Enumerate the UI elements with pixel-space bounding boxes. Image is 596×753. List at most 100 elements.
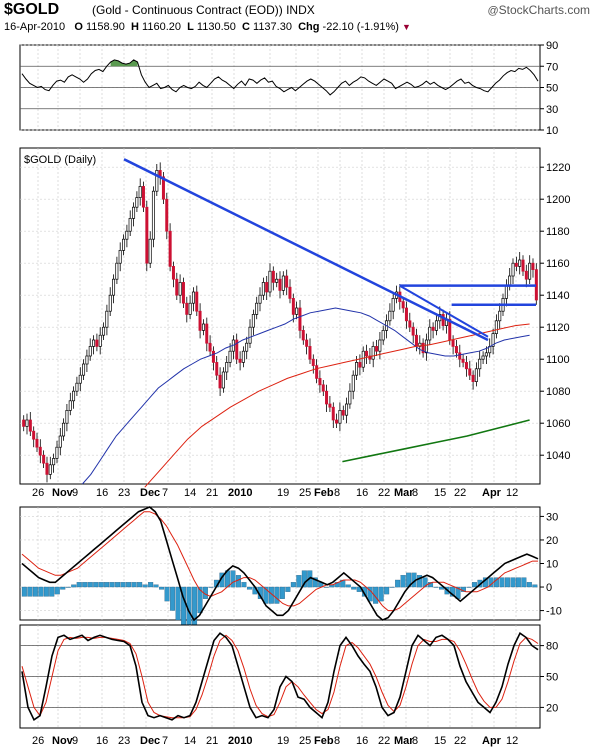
stochastic-x-label-16: Mar [394,735,414,747]
candle-body-22 [95,339,99,347]
candle-body-16 [75,382,79,392]
candle-body-90 [321,384,325,392]
macd-histogram-bar-60 [351,586,357,590]
price-x-label-20: Apr [482,487,502,499]
candle-body-5 [38,446,42,456]
low-value: 1130.50 [196,21,236,33]
macd-histogram-bar-17 [115,582,121,588]
macd-axis-tick-label-2: 10 [546,559,558,571]
macd-line [21,506,539,622]
candle-body-15 [72,390,76,402]
candle-body-111 [391,298,395,312]
macd-histogram-bar-64 [373,586,379,604]
candle-body-6 [42,454,46,464]
candle-body-81 [291,298,295,315]
quote-line: 16-Apr-2010 O 1158.90 H 1160.20 L 1130.5… [4,21,411,33]
candle-body-42 [161,176,165,200]
rsi-axis-tick-label-4: 10 [546,125,558,137]
stochastic-x-label-15: 22 [378,735,390,747]
candle-body-50 [188,302,192,315]
candle-body-137 [478,358,482,370]
candle-body-2 [28,419,32,432]
candle-body-93 [331,406,335,421]
candle-body-74 [268,270,272,293]
candle-body-110 [388,310,392,322]
macd-histogram-bar-93 [532,584,538,588]
candle-body-83 [298,307,302,331]
candle-body-96 [341,410,345,416]
price-x-label-10: 19 [277,487,289,499]
macd-histogram-bar-89 [510,577,516,588]
candle-body-59 [218,374,222,389]
open-value: 1158.90 [85,21,125,33]
macd-histogram-bar-44 [263,586,269,604]
rsi-line [21,59,539,96]
macd-histogram-bar-50 [296,575,302,588]
symbol-description: (Gold - Continuous Contract (EOD)) INDX [92,3,315,17]
candle-body-18 [82,363,86,376]
stochastic-x-label-11: 25 [299,735,311,747]
stochastic-x-label-1: Nov [52,735,74,747]
candle-body-40 [155,170,159,192]
chg-value: -22.10 (-1.91%) [322,21,399,33]
candle-body-115 [404,307,408,322]
close-label: C [242,21,250,33]
candle-body-69 [251,314,255,328]
macd-histogram-bar-51 [301,570,307,588]
stochastic-axis-tick-label-2: 20 [546,702,558,714]
price-x-label-1: Nov [52,487,74,499]
rsi-axis-tick-label-1: 70 [546,61,558,73]
quote-date: 16-Apr-2010 [4,21,66,33]
candle-body-77 [278,278,282,291]
candle-body-143 [498,310,502,322]
macd-histogram-bar-82 [471,582,477,588]
candle-body-26 [108,294,112,312]
macd-histogram-bar-92 [526,582,532,588]
candle-body-12 [62,422,66,437]
candle-body-45 [171,266,175,280]
price-x-label-0: 26 [32,487,44,499]
candle-body-87 [311,358,315,366]
candle-body-135 [471,374,475,382]
candle-body-37 [145,206,149,264]
stochastic-x-label-14: 16 [356,735,368,747]
candle-body-49 [185,302,189,315]
stochastic-x-label-17: 8 [412,735,418,747]
candle-body-70 [255,302,259,315]
candle-body-20 [88,346,92,357]
macd-histogram-bar-23 [148,582,154,588]
candle-body-79 [285,275,289,288]
macd-histogram-bar-1 [27,586,33,597]
macd-signal-line [21,511,538,612]
candle-body-151 [524,270,528,280]
candle-body-132 [461,358,465,363]
macd-histogram-bar-34 [208,586,214,588]
candle-body-1 [25,419,29,427]
candle-body-86 [308,346,312,360]
candle-body-35 [138,186,142,198]
stochastic-x-label-2: 9 [72,735,78,747]
macd-histogram-bar-4 [43,586,49,597]
candle-body-64 [235,339,239,360]
price-x-label-8: 21 [206,487,218,499]
price-axis-tick-label-7: 1080 [546,386,570,398]
candle-body-117 [411,326,415,336]
macd-histogram-bar-87 [499,577,505,588]
candle-body-141 [491,333,495,347]
macd-histogram-bar-49 [290,582,296,588]
candle-body-149 [518,259,522,267]
macd-histogram-bar-24 [153,584,159,588]
macd-histogram-bar-14 [98,582,104,588]
candle-body-131 [458,352,462,360]
candle-body-54 [201,323,205,331]
candle-body-34 [135,197,139,208]
macd-histogram-bar-88 [504,577,510,588]
candle-body-11 [58,435,62,448]
candle-body-4 [35,438,39,448]
stochastic-axis-tick-label-1: 50 [546,672,558,684]
macd-histogram-bar-15 [104,582,110,588]
candle-body-76 [275,278,279,283]
stochastic-x-label-3: 16 [96,735,108,747]
candle-body-58 [215,362,219,376]
